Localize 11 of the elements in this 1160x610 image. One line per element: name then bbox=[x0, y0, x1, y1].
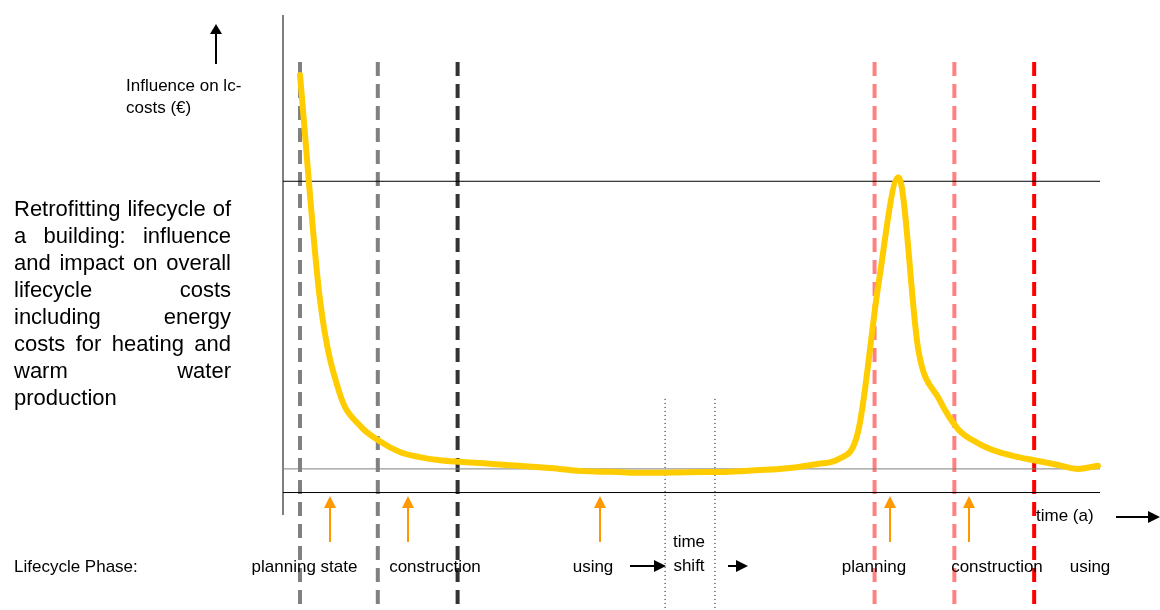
text: time shift bbox=[671, 531, 707, 577]
text: using bbox=[1068, 556, 1112, 578]
x-axis-title: time (a) bbox=[1036, 506, 1094, 526]
text: planning bbox=[840, 556, 908, 578]
y-axis-title: Influence on lc- costs (€) bbox=[126, 75, 243, 119]
text: Retrofitting lifecycle of a building: influence and impact on overall lifecycle costs including energy costs for heating and warm water production bbox=[14, 195, 231, 411]
text: Lifecycle Phase: bbox=[14, 556, 139, 578]
text: planning state bbox=[250, 556, 359, 578]
text: construction bbox=[388, 556, 482, 578]
text: using bbox=[571, 556, 615, 578]
text: construction bbox=[950, 556, 1044, 578]
